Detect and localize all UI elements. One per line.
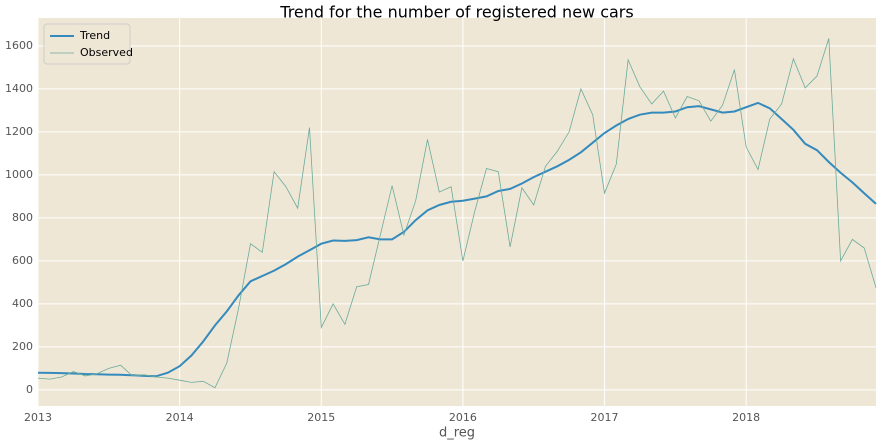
- data-line: [37, 38, 877, 389]
- plot-area: [38, 18, 876, 406]
- y-tick-label: 1200: [5, 125, 33, 138]
- x-tick-label: 2014: [166, 411, 194, 424]
- y-tick-label: 200: [12, 340, 33, 353]
- y-tick-label: 400: [12, 297, 33, 310]
- data-line: [37, 101, 877, 378]
- y-tick-label: 1600: [5, 39, 33, 52]
- x-tick-label: 2016: [449, 411, 477, 424]
- y-tick-label: 800: [12, 211, 33, 224]
- legend-box: [43, 23, 131, 65]
- x-tick-label: 2013: [24, 411, 52, 424]
- x-tick-label: 2017: [591, 411, 619, 424]
- y-tick-label: 0: [26, 383, 33, 396]
- x-tick-label: 2018: [732, 411, 760, 424]
- chart-title: Trend for the number of registered new c…: [279, 3, 633, 22]
- legend-label: Observed: [80, 46, 133, 59]
- y-tick-label: 600: [12, 254, 33, 267]
- y-tick-label: 1000: [5, 168, 33, 181]
- x-tick-label: 2015: [307, 411, 335, 424]
- x-axis-label: d_reg: [439, 426, 475, 441]
- legend-label: Trend: [79, 29, 110, 42]
- y-tick-label: 1400: [5, 82, 33, 95]
